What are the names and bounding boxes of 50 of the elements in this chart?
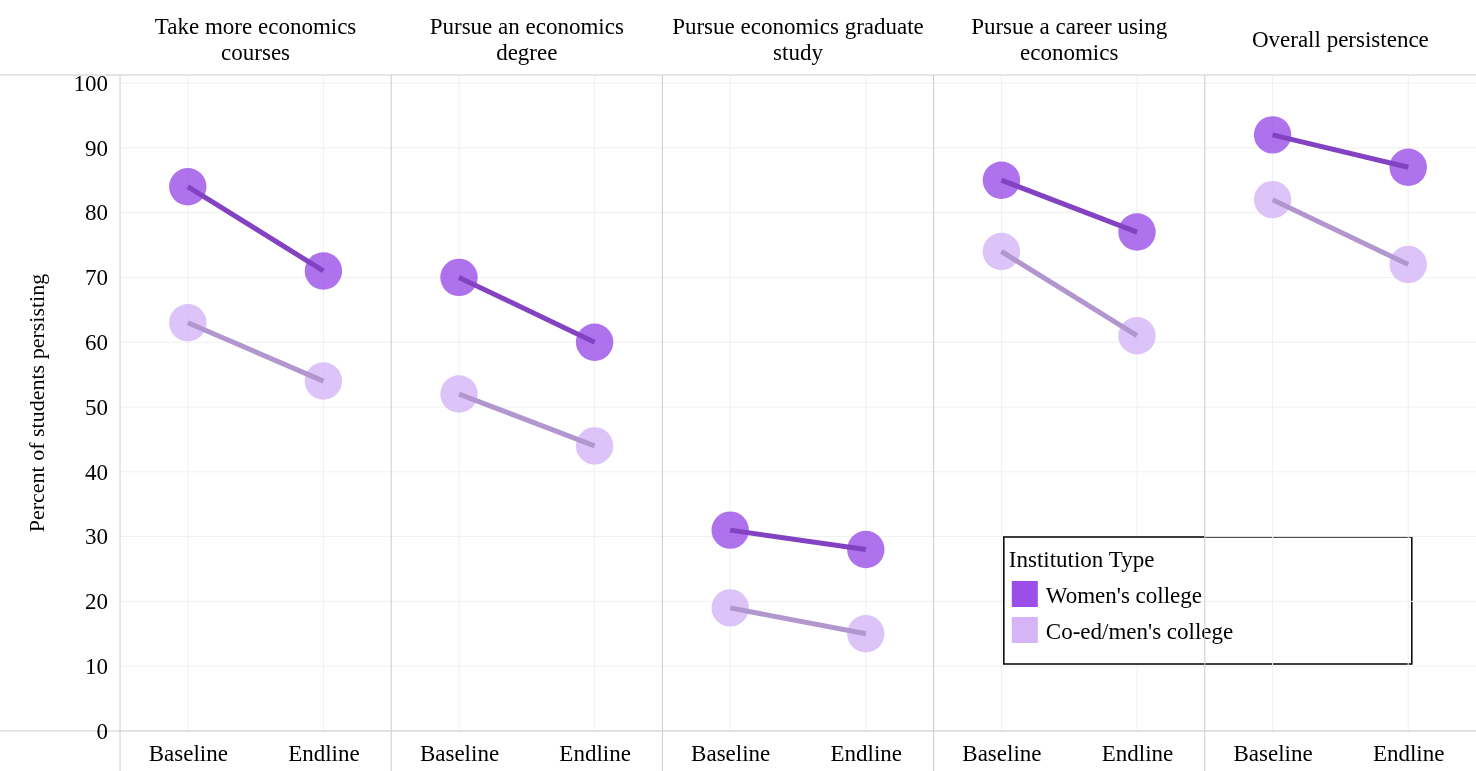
chart-title: Pursue a career using economics [971, 14, 1168, 65]
point [982, 232, 1021, 271]
x-tick-label: Baseline [419, 741, 500, 767]
point [169, 304, 207, 342]
point [982, 161, 1021, 199]
point [1389, 148, 1427, 186]
x-tick-label: Baseline [691, 741, 771, 767]
y-tick-label: 50 [85, 394, 108, 420]
chart-title: Overall persistence [1251, 27, 1429, 53]
point [575, 427, 614, 465]
point [440, 375, 478, 413]
y-tick-label: 0 [96, 718, 108, 744]
y-tick-label: 70 [85, 265, 108, 291]
chart-title: Pursue an economics degree [429, 14, 624, 65]
x-tick-label: Baseline [962, 741, 1042, 767]
y-tick-label: 10 [85, 654, 108, 680]
x-tick-label: Endline [288, 741, 360, 767]
point [1389, 245, 1427, 284]
point [304, 362, 343, 400]
point [711, 511, 749, 549]
x-tick-label: Endline [1101, 741, 1174, 767]
y-tick-label: 30 [85, 524, 108, 550]
y-tick-label: 100 [73, 70, 108, 96]
point [575, 323, 614, 361]
chart-title: Take more economics courses [154, 14, 357, 65]
y-tick-label: 90 [85, 135, 108, 161]
point [169, 168, 207, 206]
point [304, 252, 343, 290]
point [1253, 116, 1292, 154]
x-tick-label: Baseline [148, 741, 228, 767]
point [847, 530, 885, 569]
point [711, 589, 749, 627]
x-tick-label: Endline [559, 741, 631, 767]
x-tick-label: Endline [830, 741, 903, 767]
y-tick-label: 20 [85, 589, 108, 615]
x-tick-label: Endline [1372, 741, 1445, 767]
legend-label: Women's college [1045, 583, 1203, 608]
x-tick-label: Baseline [1233, 741, 1313, 767]
point [847, 615, 885, 653]
point [1118, 317, 1156, 355]
legend-title: Institution Type [1008, 547, 1155, 572]
y-tick-label: 40 [85, 459, 108, 485]
y-axis-title: Percent of students persisting [24, 273, 49, 533]
y-tick-label: 80 [85, 200, 108, 226]
point [1118, 213, 1156, 251]
chart-title: Pursue economics graduate study [672, 14, 924, 65]
point [440, 258, 478, 297]
legend-label: Co-ed/men's college [1045, 619, 1234, 644]
y-tick-label: 60 [85, 330, 108, 356]
point [1253, 180, 1292, 219]
